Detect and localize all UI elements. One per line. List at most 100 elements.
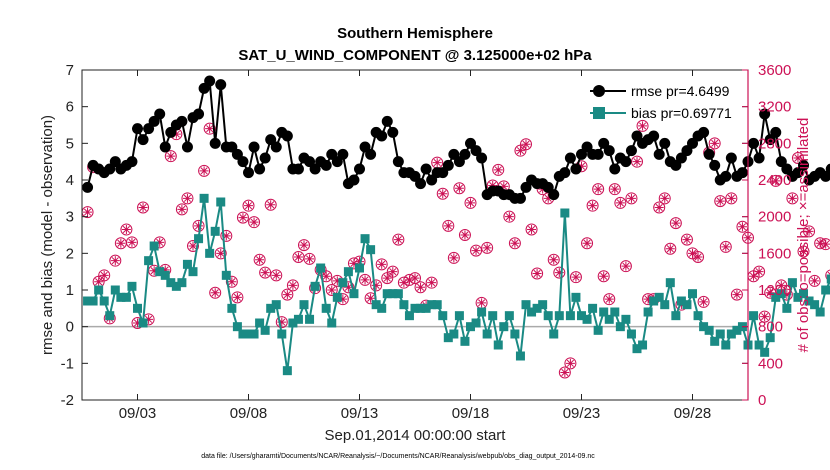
obs-assimilated-point <box>277 317 287 327</box>
obs-assimilated-point <box>260 268 270 278</box>
y-right-tick-label: 0 <box>758 392 766 409</box>
obs-possible-point <box>758 310 771 323</box>
obs-assimilated-point <box>249 217 259 227</box>
rmse-point <box>703 148 715 160</box>
obs-possible-point <box>198 164 211 177</box>
bias-point <box>610 307 620 317</box>
bias-point <box>216 197 226 207</box>
rmse-point <box>609 163 621 175</box>
obs-assimilated-point <box>371 280 381 290</box>
obs-assimilated-point <box>454 183 464 193</box>
obs-assimilated-point <box>782 290 792 300</box>
bias-point <box>338 278 348 288</box>
obs-possible-point <box>120 223 133 236</box>
bias-point <box>244 329 253 339</box>
obs-possible-point <box>125 236 138 249</box>
bias-point <box>593 325 603 335</box>
bias-point <box>227 303 237 313</box>
obs-possible-point <box>725 192 738 205</box>
obs-assimilated-point <box>504 212 514 222</box>
obs-possible-point <box>236 211 249 224</box>
obs-assimilated-point <box>121 225 131 234</box>
obs-possible-point <box>425 276 438 289</box>
obs-possible-point <box>98 269 111 282</box>
obs-possible-point <box>631 155 643 168</box>
bias-point <box>615 322 625 332</box>
bias-point <box>765 333 775 343</box>
bias-point <box>332 292 342 302</box>
obs-assimilated-point <box>760 312 770 322</box>
y-right-tick-label: 800 <box>758 319 783 336</box>
bias-point <box>493 340 503 350</box>
obs-possible-point <box>764 286 777 299</box>
obs-assimilated-point <box>282 290 292 300</box>
obs-possible-point <box>242 199 255 212</box>
obs-possible-point <box>525 223 538 236</box>
bias-point <box>221 270 231 280</box>
bias-point <box>316 263 326 273</box>
obs-assimilated-point <box>293 252 303 262</box>
obs-assimilated-point <box>821 239 830 249</box>
bias-point <box>427 300 437 310</box>
y-right-tick-label: 2000 <box>758 209 791 226</box>
obs-possible-point <box>259 266 272 279</box>
obs-assimilated-point <box>754 267 764 277</box>
bias-point <box>116 292 126 302</box>
rmse-point <box>281 130 293 142</box>
obs-possible-point <box>592 183 605 196</box>
obs-assimilated-point <box>210 288 220 298</box>
obs-assimilated-point <box>532 269 542 278</box>
bias-point <box>404 311 414 321</box>
bias-point <box>471 318 481 328</box>
bias-point <box>121 292 131 302</box>
rmse-point <box>392 156 404 168</box>
obs-possible-point <box>808 274 821 287</box>
obs-assimilated-point <box>660 193 670 203</box>
bias-point <box>699 322 709 332</box>
obs-assimilated-point <box>615 198 625 208</box>
y-right-tick-label: 3600 <box>758 62 791 79</box>
data-file-footnote: data file: /Users/gharamti/Documents/NCA… <box>201 453 595 460</box>
obs-assimilated-point <box>227 277 237 287</box>
rmse-point <box>237 156 249 168</box>
right-y-axis: 0 400 800 1200 1600 2000 2400 2800 3200 3600 <box>742 62 791 409</box>
obs-possible-point <box>286 279 299 292</box>
bias-point <box>538 300 548 310</box>
bias-point <box>654 292 664 302</box>
bias-point <box>671 311 681 321</box>
bias-point <box>410 303 420 313</box>
obs-assimilated-point <box>521 139 531 149</box>
obs-assimilated-point <box>171 129 181 139</box>
obs-assimilated-point <box>443 221 453 231</box>
obs-assimilated-point <box>332 276 342 286</box>
rmse-point <box>193 108 205 120</box>
obs-possible-point <box>619 260 632 273</box>
bias-point <box>532 303 542 313</box>
bias-point <box>232 322 242 332</box>
y-right-tick-label: 3200 <box>758 99 791 116</box>
bias-point <box>460 336 470 346</box>
rmse-point <box>181 141 193 153</box>
bias-point <box>360 234 370 244</box>
rmse-point <box>720 170 732 182</box>
rmse-point <box>725 152 737 164</box>
obs-assimilated-point <box>499 181 509 191</box>
bias-point <box>443 333 453 343</box>
bias-point <box>299 300 309 310</box>
rmse-point <box>514 192 526 204</box>
rmse-point <box>354 163 365 175</box>
bias-point <box>549 329 559 339</box>
legend-rmse-marker <box>593 85 605 97</box>
obs-assimilated-point <box>338 294 348 304</box>
rmse-point <box>365 148 377 160</box>
obs-possible-point <box>669 217 682 230</box>
bias-point <box>399 300 409 310</box>
rmse-point <box>759 108 771 120</box>
x-tick-label: 09/23 <box>563 405 601 422</box>
rmse-point <box>126 156 138 168</box>
obs-assimilated-point <box>382 273 392 283</box>
obs-possible-point <box>386 265 399 278</box>
obs-possible-point <box>730 288 743 301</box>
obs-assimilated-point <box>654 203 664 212</box>
rmse-point <box>209 137 221 149</box>
